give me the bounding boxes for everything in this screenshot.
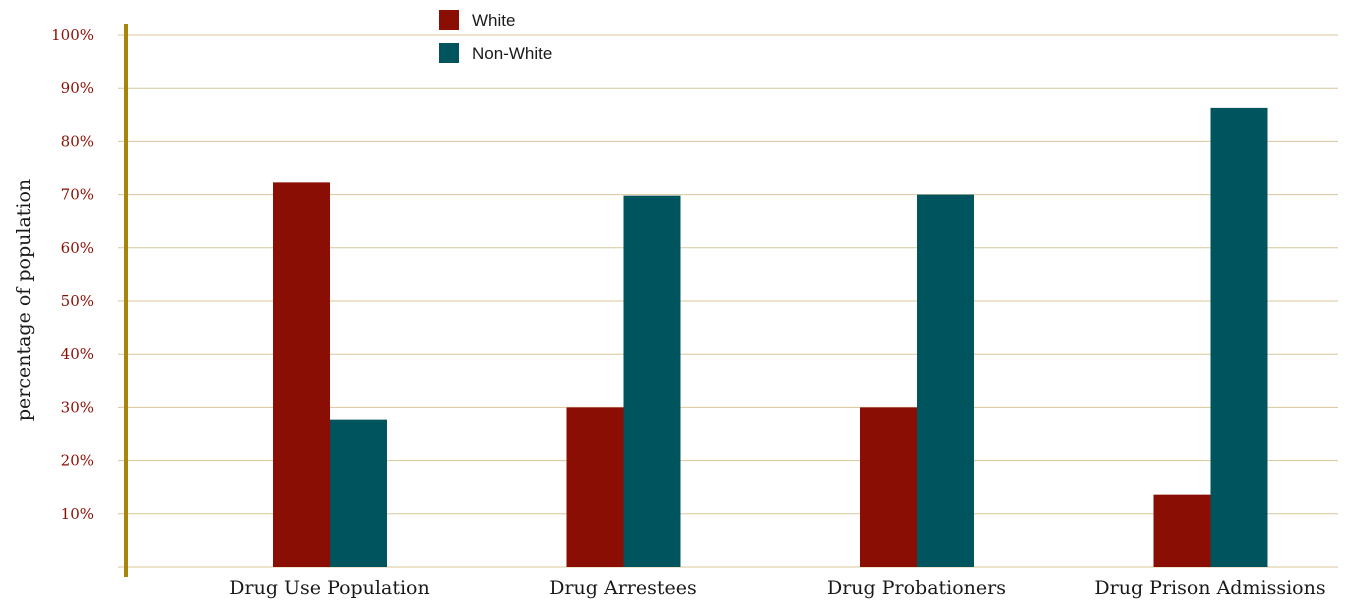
legend-swatch-non-white <box>439 43 459 63</box>
y-tick-label: 60% <box>61 239 94 257</box>
y-tick-label: 70% <box>61 186 94 204</box>
bar-white-1 <box>273 182 330 567</box>
bar-non-white-3 <box>917 194 974 567</box>
x-category-label: Drug Use Population <box>229 577 429 599</box>
y-tick-label: 10% <box>61 505 94 523</box>
y-tick-label: 30% <box>61 398 94 416</box>
bar-white-2 <box>566 407 624 567</box>
x-category-label: Drug Prison Admissions <box>1094 577 1325 599</box>
x-category-label: Drug Probationers <box>827 577 1006 599</box>
legend-swatch-white <box>439 10 459 30</box>
y-tick-label: 40% <box>61 345 94 363</box>
bar-white-3 <box>860 407 917 567</box>
bar-white-4 <box>1153 494 1211 567</box>
legend-label: Non-White <box>472 44 552 63</box>
x-category-label: Drug Arrestees <box>549 577 697 599</box>
bars <box>273 107 1268 567</box>
legend: White Non-White <box>439 10 552 63</box>
y-tick-label: 50% <box>61 292 94 310</box>
legend-label: White <box>472 11 515 30</box>
y-tick-label: 80% <box>61 132 94 150</box>
y-tick-label: 90% <box>61 79 94 97</box>
labels: 10% 20% 30% 40% 50% 60% 70% 80% 90% 100% Drug Use … <box>51 26 1325 599</box>
y-tick-label: 100% <box>51 26 94 44</box>
bar-non-white-4 <box>1210 107 1268 567</box>
y-tick-label: 20% <box>61 452 94 470</box>
bar-non-white-1 <box>330 419 387 567</box>
y-axis-title: percentage of population <box>13 179 35 421</box>
bar-non-white-2 <box>623 195 681 567</box>
